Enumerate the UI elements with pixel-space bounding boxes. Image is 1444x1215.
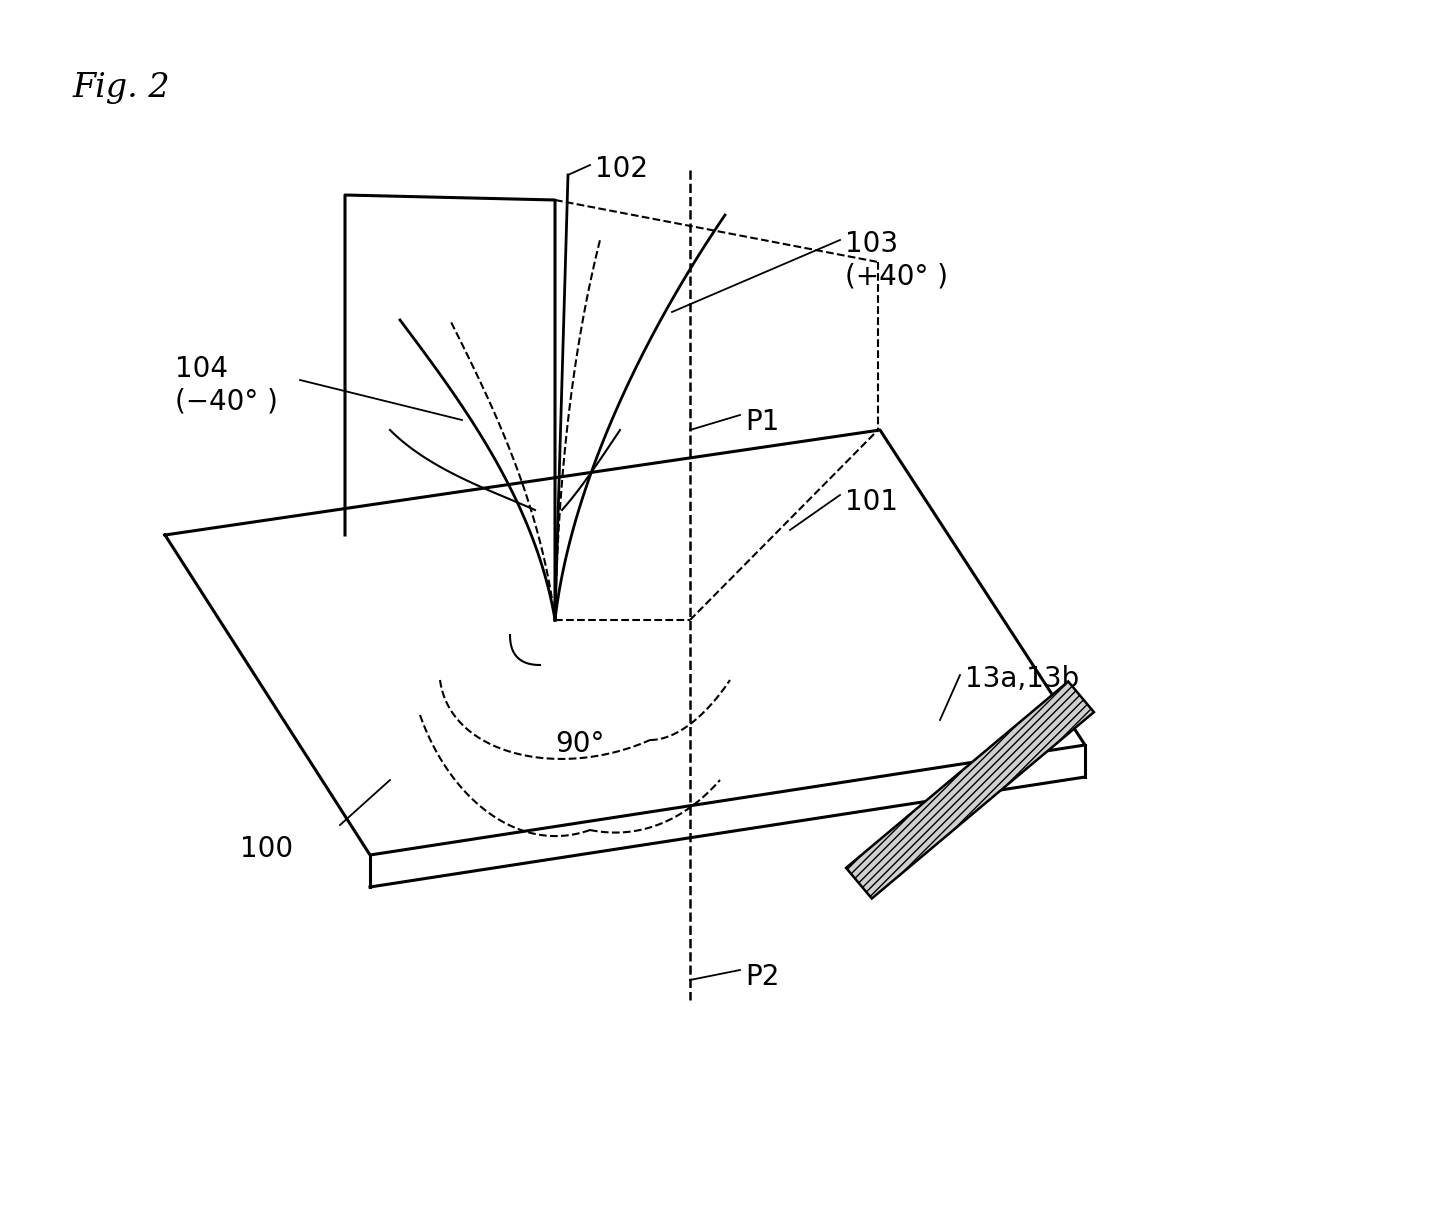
Text: P2: P2 <box>745 963 780 991</box>
Text: Fig. 2: Fig. 2 <box>72 72 169 104</box>
Text: P1: P1 <box>745 408 780 436</box>
Text: 13a,13b: 13a,13b <box>965 665 1079 693</box>
Text: 102: 102 <box>595 156 648 183</box>
Text: 90°: 90° <box>554 730 605 758</box>
Text: 100: 100 <box>240 835 293 863</box>
Text: 103
(+40° ): 103 (+40° ) <box>845 230 949 290</box>
Polygon shape <box>846 682 1095 899</box>
Text: 104
(−40° ): 104 (−40° ) <box>175 355 277 416</box>
Text: 101: 101 <box>845 488 898 516</box>
